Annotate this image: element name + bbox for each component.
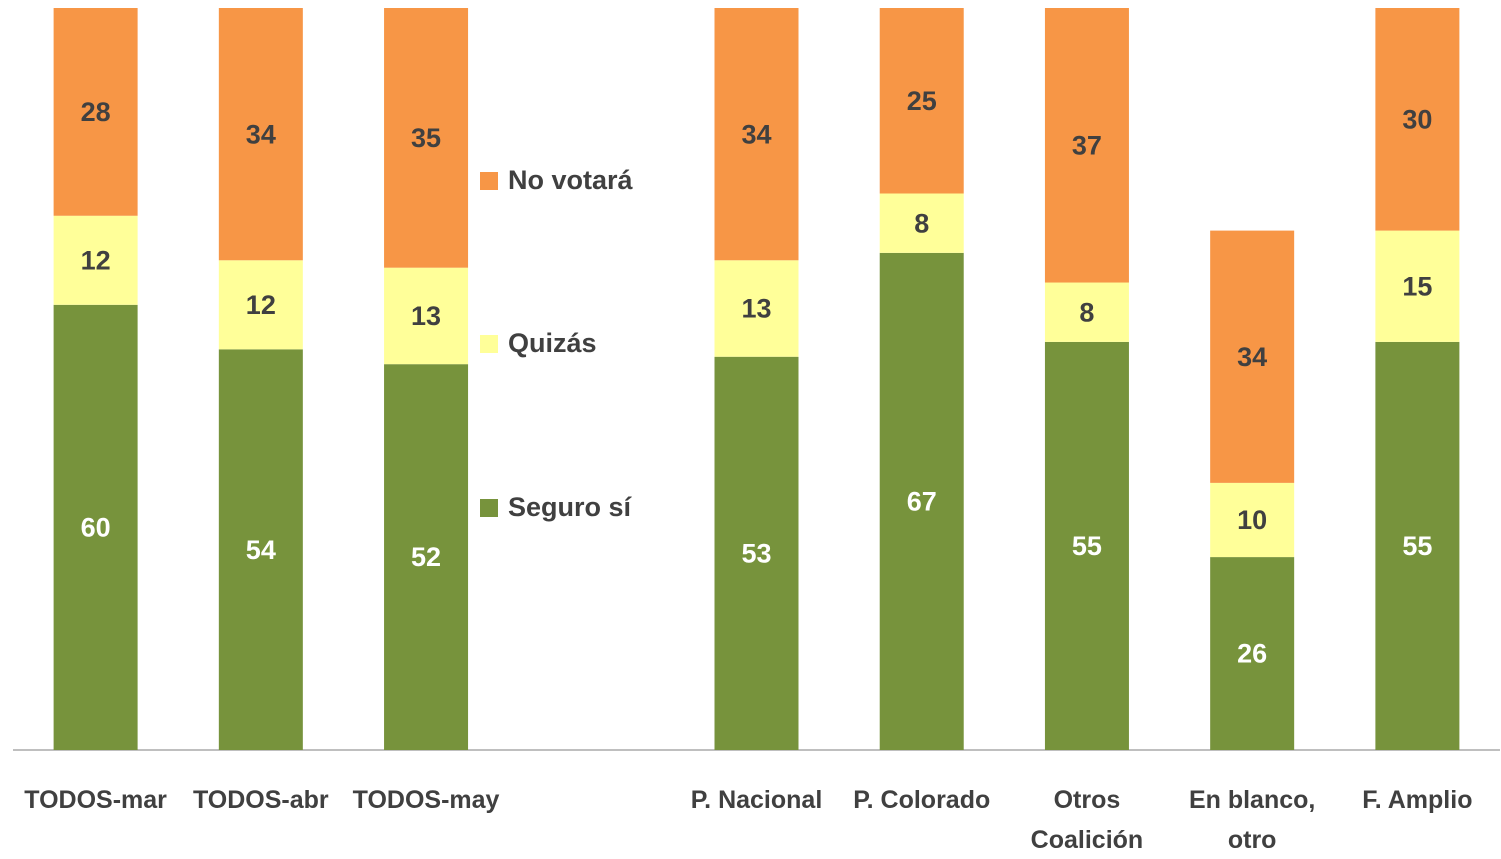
bar-segment: [1375, 230, 1460, 342]
data-label: 8: [914, 208, 929, 238]
data-label: 34: [741, 119, 771, 149]
x-tick-label: F. Amplio: [1362, 786, 1473, 814]
data-label: 12: [246, 290, 276, 320]
legend-label: Quizás: [508, 328, 597, 358]
bar-segment: [714, 356, 799, 750]
x-tick-label: Otros Coalición: [1030, 786, 1144, 854]
data-label: 8: [1079, 297, 1094, 327]
data-label: 12: [81, 245, 111, 275]
bar-segment: [714, 8, 799, 261]
data-label: 55: [1402, 531, 1432, 561]
data-label: 34: [1237, 342, 1267, 372]
bar-segment: [1210, 557, 1295, 750]
data-label: 60: [81, 513, 111, 543]
bar-segment: [879, 252, 964, 751]
bar-segment: [218, 349, 303, 750]
bar-segment: [384, 8, 469, 268]
x-tick-label: P. Colorado: [853, 786, 991, 814]
data-label: 26: [1237, 639, 1267, 669]
data-label: 13: [741, 294, 771, 324]
bar-segment: [1044, 341, 1129, 750]
data-label: 28: [81, 97, 111, 127]
data-label: 15: [1402, 271, 1432, 301]
bar-segment: [1375, 8, 1460, 231]
x-tick-label: TODOS-may: [352, 786, 500, 814]
legend-swatch: [480, 499, 498, 517]
bar-segment: [1044, 8, 1129, 283]
data-label: 67: [907, 487, 937, 517]
data-label: 37: [1072, 130, 1102, 160]
data-label: 10: [1237, 505, 1267, 535]
legend-swatch: [480, 335, 498, 353]
bar-segment: [1210, 230, 1295, 483]
bar-segment: [218, 260, 303, 350]
bar-segment: [218, 8, 303, 261]
data-label: 55: [1072, 531, 1102, 561]
bar-segment: [714, 260, 799, 357]
bar-segment: [384, 267, 469, 365]
bar-segment: [879, 8, 964, 194]
legend-swatch: [480, 172, 498, 190]
data-label: 53: [741, 538, 771, 568]
bar-segment: [1375, 341, 1460, 750]
x-tick-label: TODOS-abr: [192, 786, 329, 814]
bar-segment: [879, 193, 964, 253]
bar-segment: [53, 8, 138, 216]
data-label: 35: [411, 123, 441, 153]
data-label: 54: [246, 535, 276, 565]
data-label: 13: [411, 301, 441, 331]
bar-segment: [1210, 482, 1295, 558]
bar-segment: [53, 215, 138, 305]
legend-label: Seguro sí: [508, 492, 633, 522]
data-label: 34: [246, 119, 276, 149]
data-label: 52: [411, 542, 441, 572]
bar-segment: [53, 304, 138, 750]
legend-label: No votará: [508, 165, 634, 195]
bar-segment: [384, 364, 469, 750]
data-label: 25: [907, 86, 937, 116]
bar-segment: [1044, 282, 1129, 342]
x-tick-label: P. Nacional: [690, 786, 823, 814]
x-tick-label: TODOS-mar: [24, 786, 167, 814]
x-tick-label: En blanco, otro: [1188, 786, 1316, 854]
data-label: 30: [1402, 104, 1432, 134]
